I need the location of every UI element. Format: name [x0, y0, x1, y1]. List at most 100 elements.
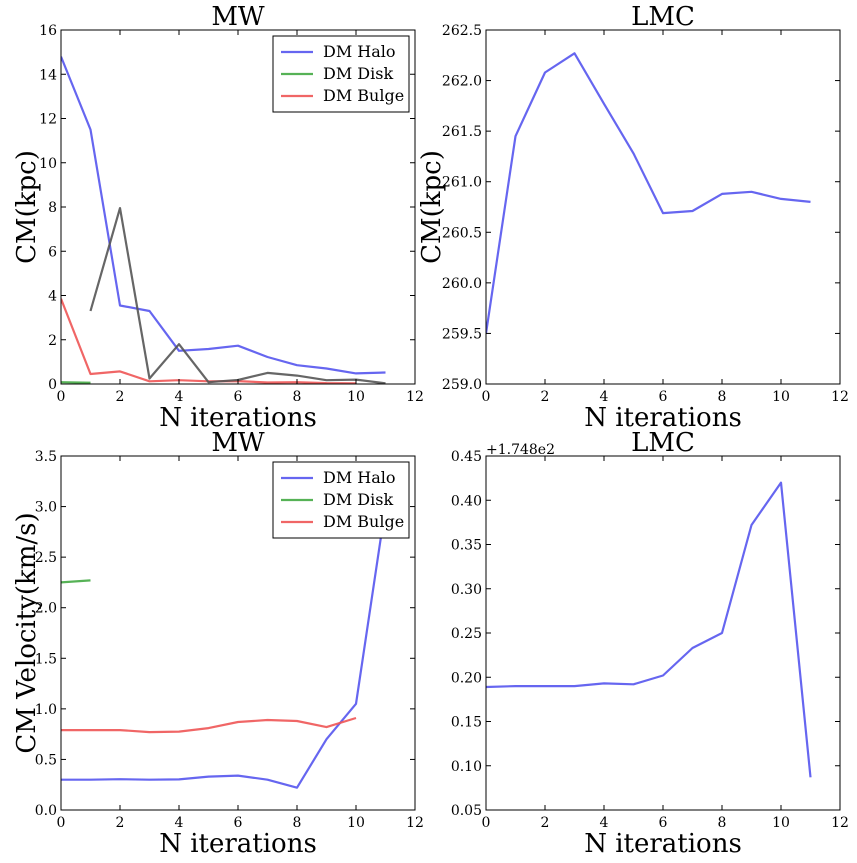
y-tick-label: 10: [39, 156, 57, 172]
x-tick-label: 2: [116, 815, 125, 831]
y-tick-label: 8: [48, 200, 57, 216]
y-tick-label: 259.5: [442, 326, 482, 342]
chart-title: MW: [211, 428, 265, 458]
legend-label: DM Bulge: [323, 512, 404, 531]
x-axis-label: N iterations: [159, 829, 317, 859]
x-tick-label: 0: [482, 389, 491, 405]
chart-title: LMC: [631, 2, 695, 32]
x-tick-label: 6: [234, 815, 243, 831]
x-tick-label: 10: [772, 815, 790, 831]
y-tick-label: 0.25: [451, 626, 482, 642]
legend-label: DM Halo: [323, 42, 396, 61]
legend-label: DM Bulge: [323, 86, 404, 105]
chart-3: 0 2 4 6 8 10 12 0.0 0.5 1.0 1.5 2.0 2.5 3.0 3.5 MW N ite…: [12, 428, 424, 859]
y-axis-label: CM(kpc): [12, 150, 42, 264]
x-tick-label: 12: [406, 815, 424, 831]
y-tick-label: 2.0: [35, 601, 57, 617]
y-tick-label: 3.5: [35, 449, 57, 465]
y-tick-label: 0.35: [451, 538, 482, 554]
legend-label: DM Disk: [323, 490, 393, 509]
x-tick-label: 2: [541, 815, 550, 831]
y-tick-label: 0.45: [451, 449, 482, 465]
y-tick-label: 0.15: [451, 715, 482, 731]
legend: DM Halo DM Disk DM Bulge: [272, 35, 410, 113]
x-tick-label: 2: [541, 389, 550, 405]
chart-1: 0 2 4 6 8 10 12 0 2 4 6 8 10 12 14 16 MW N iterations CM(k…: [12, 2, 424, 433]
plot-area: [486, 481, 812, 778]
series-line-dm-bulge: [61, 716, 357, 734]
x-tick-label: 8: [718, 389, 727, 405]
y-tick-label: 16: [39, 23, 57, 39]
x-tick-label: 0: [57, 389, 66, 405]
legend: DM Halo DM Disk DM Bulge: [272, 461, 410, 539]
axis-offset-text: +1.748e2: [486, 442, 555, 458]
y-axis-label: CM Velocity(km/s): [12, 512, 42, 753]
x-tick-label: 10: [772, 389, 790, 405]
x-tick-label: 4: [175, 815, 184, 831]
x-tick-label: 12: [831, 389, 849, 405]
y-tick-label: 0.05: [451, 803, 482, 819]
x-tick-label: 4: [600, 389, 609, 405]
x-axis-label: N iterations: [584, 403, 742, 433]
y-tick-label: 259.0: [442, 377, 482, 393]
x-tick-label: 8: [293, 815, 302, 831]
y-tick-label: 262.0: [442, 74, 482, 90]
series-line-dm-disk: [61, 579, 91, 584]
series-line-dm-halo: [61, 506, 387, 789]
x-tick-label: 6: [234, 389, 243, 405]
plot-area: [61, 506, 387, 789]
y-tick-label: 1.5: [35, 651, 57, 667]
series-line-dm-bulge: [61, 298, 357, 384]
y-tick-label: 2.5: [35, 550, 57, 566]
x-tick-label: 12: [406, 389, 424, 405]
x-tick-label: 6: [659, 815, 668, 831]
y-tick-label: 1.0: [35, 702, 57, 718]
x-axis-label: N iterations: [584, 829, 742, 859]
y-tick-label: 261.0: [442, 175, 482, 191]
series-line-unlabeled-0: [486, 52, 811, 334]
y-tick-label: 2: [48, 333, 57, 349]
y-tick-label: 3.0: [35, 500, 57, 516]
y-tick-label: 0.20: [451, 670, 482, 686]
y-tick-label: 0.10: [451, 759, 482, 775]
x-tick-label: 12: [831, 815, 849, 831]
axes-frame: [485, 455, 841, 811]
y-tick-label: 0: [48, 377, 57, 393]
x-tick-label: 2: [116, 389, 125, 405]
legend-label: DM Halo: [323, 468, 396, 487]
x-tick-label: 8: [718, 815, 727, 831]
x-tick-label: 0: [482, 815, 491, 831]
y-tick-label: 0.40: [451, 493, 482, 509]
y-tick-label: 0.5: [35, 752, 57, 768]
chart-4: 0 2 4 6 8 10 12 0.05 0.10 0.15 0.20 0.25 0.30 0.35 0.4…: [451, 428, 849, 859]
series-line-dm-disk: [61, 381, 91, 384]
y-tick-label: 12: [39, 112, 57, 128]
x-tick-label: 8: [293, 389, 302, 405]
y-tick-label: 262.5: [442, 23, 482, 39]
x-tick-label: 10: [347, 389, 365, 405]
x-tick-label: 10: [347, 815, 365, 831]
y-tick-label: 14: [39, 67, 57, 83]
x-tick-label: 4: [175, 389, 184, 405]
legend-label: DM Disk: [323, 64, 393, 83]
chart-2: 0 2 4 6 8 10 12 259.0 259.5 260.0 260.5 261.0 261.5 2…: [417, 2, 849, 433]
series-line-unlabeled-0: [486, 481, 812, 778]
x-axis-label: N iterations: [159, 403, 317, 433]
plot-area: [486, 52, 811, 334]
series-line-dm-halo: [61, 56, 386, 375]
y-tick-label: 6: [48, 244, 57, 260]
series-line-unlabeled-3: [89, 207, 386, 384]
x-tick-label: 4: [600, 815, 609, 831]
y-tick-label: 0.30: [451, 582, 482, 598]
chart-title: MW: [211, 2, 265, 32]
y-axis-label: CM(kpc): [417, 150, 447, 264]
y-tick-label: 260.0: [442, 276, 482, 292]
y-tick-label: 0.0: [35, 803, 57, 819]
y-tick-label: 4: [48, 289, 57, 305]
y-tick-label: 261.5: [442, 124, 482, 140]
x-tick-label: 0: [57, 815, 66, 831]
chart-title: LMC: [631, 428, 695, 458]
x-tick-label: 6: [659, 389, 668, 405]
y-tick-label: 260.5: [442, 225, 482, 241]
